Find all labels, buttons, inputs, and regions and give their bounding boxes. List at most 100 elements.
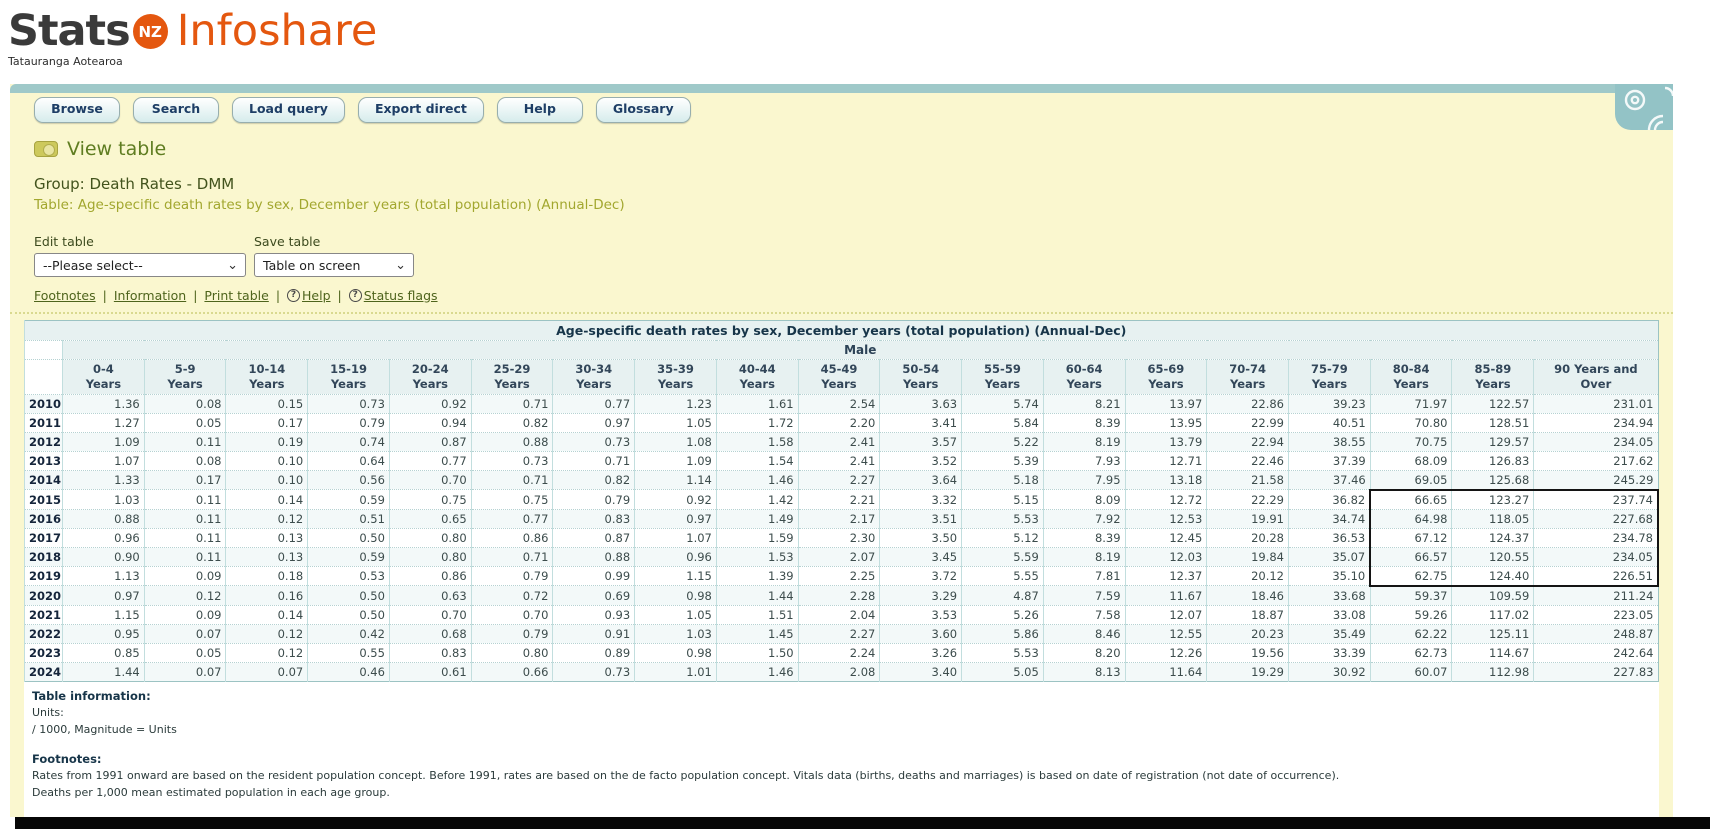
link-information[interactable]: Information bbox=[114, 288, 186, 303]
column-header-range: 50-54 bbox=[902, 362, 940, 376]
value-cell: 2.17 bbox=[797, 508, 880, 529]
value-cell: 2.41 bbox=[797, 431, 880, 452]
column-header: 60-64 Years bbox=[1042, 359, 1126, 395]
value-cell: 0.59 bbox=[307, 546, 390, 567]
value-cell: 35.49 bbox=[1288, 623, 1371, 644]
table-row: 2023 0.85 0.05 0.12 0.55 0.83 0.80 0.89 0.98 1.50… bbox=[24, 642, 1658, 663]
value-cell: 12.07 bbox=[1124, 604, 1207, 625]
tab-export-direct[interactable]: Export direct bbox=[357, 97, 484, 123]
table-row: 2022 0.95 0.07 0.12 0.42 0.68 0.79 0.91 1.03 1.45… bbox=[24, 623, 1658, 644]
value-cell: 0.73 bbox=[552, 431, 635, 452]
row-year: 2023 bbox=[24, 642, 63, 663]
row-year: 2018 bbox=[24, 546, 63, 567]
value-cell: 0.12 bbox=[225, 623, 308, 644]
value-cell: 0.13 bbox=[225, 546, 308, 567]
tab-browse[interactable]: Browse bbox=[34, 97, 120, 123]
value-cell: 12.53 bbox=[1124, 508, 1207, 529]
link-footnotes[interactable]: Footnotes bbox=[34, 288, 96, 303]
value-cell: 0.88 bbox=[552, 546, 635, 567]
save-table-label: Save table bbox=[254, 234, 321, 249]
value-cell: 1.01 bbox=[634, 661, 717, 682]
row-year: 2011 bbox=[24, 412, 63, 433]
value-cell: 13.79 bbox=[1124, 431, 1207, 452]
value-cell: 245.29 bbox=[1533, 469, 1658, 490]
edit-table-control: Edit table --Please select-- ⌄ bbox=[34, 234, 246, 278]
tab-load-query[interactable]: Load query bbox=[232, 97, 345, 123]
units-value: / 1000, Magnitude = Units bbox=[32, 722, 177, 736]
table-row: 2018 0.90 0.11 0.13 0.59 0.80 0.71 0.88 0.96 1.53… bbox=[24, 546, 1659, 567]
value-cell: 5.15 bbox=[961, 489, 1044, 510]
column-header: 55-59 Years bbox=[961, 359, 1044, 395]
table-panel: Age-specific death rates by sex, Decembe… bbox=[24, 320, 1659, 817]
table-row: 2017 0.96 0.11 0.13 0.50 0.80 0.86 0.87 1.07 1.59… bbox=[24, 527, 1659, 548]
value-cell: 125.11 bbox=[1451, 623, 1534, 644]
value-cell: 2.30 bbox=[797, 527, 880, 548]
tab-search[interactable]: Search bbox=[133, 97, 219, 123]
dotted-separator bbox=[10, 312, 1673, 314]
row-year: 2021 bbox=[24, 604, 63, 625]
value-cell: 1.61 bbox=[715, 393, 799, 414]
link-help[interactable]: ? Help bbox=[287, 288, 331, 303]
value-cell: 38.55 bbox=[1288, 431, 1371, 452]
value-cell: 1.44 bbox=[62, 661, 145, 682]
value-cell: 8.39 bbox=[1042, 527, 1126, 548]
footnote-1: Rates from 1991 onward are based on the … bbox=[32, 769, 1340, 783]
tab-glossary[interactable]: Glossary bbox=[595, 97, 691, 123]
value-cell: 0.13 bbox=[225, 527, 308, 548]
value-cell: 2.24 bbox=[797, 642, 880, 663]
row-year: 2022 bbox=[24, 623, 63, 644]
value-cell: 1.44 bbox=[715, 585, 799, 606]
value-cell: 1.15 bbox=[634, 565, 717, 586]
column-header: 85-89 Years bbox=[1451, 359, 1534, 395]
value-cell: 11.67 bbox=[1124, 585, 1207, 606]
link-print-table[interactable]: Print table bbox=[204, 288, 268, 303]
row-year: 2019 bbox=[24, 565, 63, 586]
edit-table-select[interactable]: --Please select-- ⌄ bbox=[34, 253, 246, 277]
link-separator: | bbox=[275, 287, 281, 303]
link-label: Footnotes bbox=[34, 287, 96, 303]
table-row: 2013 1.07 0.08 0.10 0.64 0.77 0.73 0.71 1.09 1.54… bbox=[24, 450, 1658, 471]
edit-table-selected-value: --Please select-- bbox=[43, 257, 143, 273]
value-cell: 5.53 bbox=[961, 642, 1044, 663]
value-cell: 2.07 bbox=[797, 546, 880, 567]
value-cell: 0.97 bbox=[552, 412, 635, 433]
value-cell: 2.20 bbox=[797, 412, 880, 433]
column-header-range: 70-74 bbox=[1229, 362, 1267, 376]
table-row: 2019 1.13 0.09 0.18 0.53 0.86 0.79 0.99 1.15 1.39… bbox=[24, 565, 1659, 587]
value-cell: 8.39 bbox=[1042, 412, 1126, 433]
column-header-range: 10-14 bbox=[248, 362, 286, 376]
value-cell: 22.29 bbox=[1206, 489, 1289, 510]
value-cell: 35.07 bbox=[1288, 546, 1371, 567]
value-cell: 211.24 bbox=[1533, 585, 1658, 606]
column-header: 80-84 Years bbox=[1369, 359, 1452, 395]
value-cell: 8.09 bbox=[1042, 489, 1126, 510]
value-cell: 0.79 bbox=[307, 412, 390, 433]
value-cell: 0.11 bbox=[143, 489, 226, 510]
value-cell: 1.14 bbox=[634, 469, 717, 490]
value-cell: 0.63 bbox=[388, 585, 472, 606]
column-header-range: 65-69 bbox=[1147, 362, 1185, 376]
value-cell: 0.72 bbox=[470, 585, 553, 606]
value-cell: 0.75 bbox=[470, 489, 553, 510]
column-header-range: 5-9 bbox=[174, 362, 196, 376]
value-cell: 0.75 bbox=[388, 489, 472, 510]
value-cell: 242.64 bbox=[1533, 642, 1658, 663]
value-cell: 22.99 bbox=[1206, 412, 1289, 433]
value-cell: 0.93 bbox=[552, 604, 635, 625]
link-status-flags[interactable]: ? Status flags bbox=[348, 288, 438, 303]
tab-help[interactable]: Help bbox=[496, 97, 583, 123]
value-cell: 0.19 bbox=[225, 431, 308, 452]
corner-cell bbox=[24, 359, 63, 395]
column-header: 15-19 Years bbox=[307, 359, 390, 395]
value-cell: 3.53 bbox=[879, 604, 962, 625]
group-label: Group: Death Rates - DMM bbox=[34, 175, 235, 193]
save-table-select[interactable]: Table on screen ⌄ bbox=[254, 253, 414, 277]
value-cell: 2.54 bbox=[797, 393, 880, 414]
column-header: 0-4 Years bbox=[62, 359, 145, 395]
column-header-unit: Years bbox=[1066, 376, 1102, 391]
value-cell: 0.65 bbox=[388, 508, 472, 529]
value-cell: 234.94 bbox=[1533, 412, 1658, 433]
sex-header: Male bbox=[62, 340, 1658, 360]
value-cell: 0.79 bbox=[552, 489, 635, 510]
value-cell: 3.60 bbox=[879, 623, 962, 644]
